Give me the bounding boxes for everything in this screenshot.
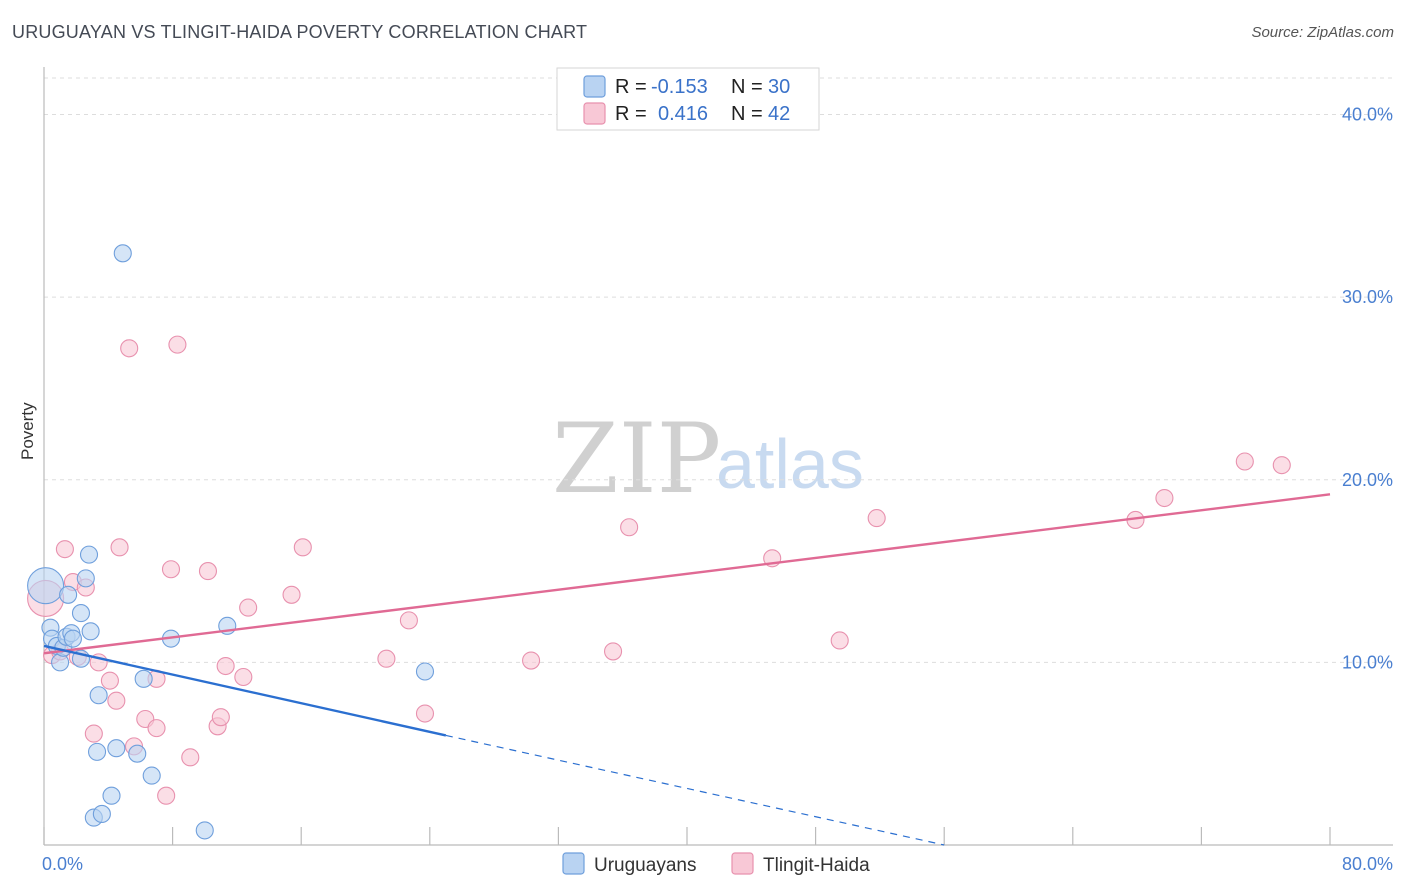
uruguayan-point-10 [71,604,91,623]
legend-swatch-uruguayans [583,75,606,98]
chart-title: URUGUAYAN VS TLINGIT-HAIDA POVERTY CORRE… [12,22,588,42]
tlingit-haida-point-10 [107,691,126,710]
x-tick-label-min: 0.0% [42,854,83,874]
y-tick-labels: 10.0% 20.0% 30.0% 40.0% [1342,105,1393,673]
tlingit-haida-point-28 [293,538,312,557]
uruguayan-trend-extension [445,734,945,846]
tlingit-haida-point-7 [84,724,103,743]
tlingit-haida-points [27,335,1291,805]
y-tick-label-40: 40.0% [1342,105,1393,125]
tlingit-haida-point-11 [110,538,129,557]
y-tick-label-30: 30.0% [1342,287,1393,307]
series-legend-swatch-uruguayans [562,852,585,875]
series-legend-uruguayans: Uruguayans [594,855,696,876]
legend-swatch-tlingit-haida [583,102,606,125]
uruguayan-point-7 [59,585,78,604]
uruguayan-point-21 [113,244,132,263]
tlingit-haida-point-27 [282,585,301,604]
trend-lines [43,493,1331,846]
tlingit-haida-point-18 [161,560,181,579]
tlingit-haida-point-23 [211,708,230,727]
tlingit-haida-point-12 [120,339,139,358]
uruguayan-point-28 [415,662,435,681]
legend-r-label-1: R = [615,76,647,98]
uruguayan-point-17 [89,686,108,705]
tlingit-haida-point-36 [830,631,849,650]
y-tick-label-20: 20.0% [1342,470,1393,490]
uruguayan-point-26 [195,821,214,840]
uruguayan-point-13 [79,545,99,564]
uruguayan-trend-line [43,644,447,737]
uruguayan-point-19 [102,786,121,805]
tlingit-haida-point-31 [415,704,435,723]
series-legend-tlingit-haida: Tlingit-Haida [763,855,870,876]
tlingit-haida-point-40 [1235,452,1254,471]
series-legend: Uruguayans Tlingit-Haida [562,852,870,876]
tlingit-haida-point-15 [147,719,166,738]
tlingit-haida-point-19 [168,335,187,354]
tlingit-haida-trend-line [43,493,1331,655]
tlingit-haida-point-41 [1272,456,1291,475]
tlingit-haida-point-30 [399,611,418,630]
legend-r-value-1: -0.153 [651,76,708,98]
series-legend-swatch-tlingit-haida [731,852,754,875]
watermark-zip: ZIP [552,403,721,515]
uruguayan-point-12 [76,569,95,588]
uruguayan-point-18 [92,804,111,824]
axes [43,67,1393,846]
watermark: ZIP atlas [552,403,864,515]
uruguayan-point-20 [107,739,126,758]
tlingit-haida-point-20 [181,748,200,767]
tlingit-haida-point-24 [216,656,235,676]
uruguayan-point-22 [128,744,147,763]
tlingit-haida-point-29 [377,649,396,668]
uruguayan-point-0 [27,567,65,605]
y-tick-label-10: 10.0% [1342,652,1393,672]
legend-n-value-1: 30 [768,76,790,98]
uruguayan-point-9 [63,629,82,648]
legend-n-label-1: N = [731,76,763,98]
tlingit-haida-point-9 [100,671,119,690]
uruguayan-point-4 [51,653,70,672]
tlingit-haida-point-3 [55,540,74,559]
legend-r-label-2: R = [615,103,647,125]
tlingit-haida-point-37 [867,509,886,528]
legend-r-value-2: 0.416 [658,103,708,125]
legend-n-label-2: N = [731,103,763,125]
tlingit-haida-point-26 [239,598,258,617]
tlingit-haida-point-34 [620,518,639,537]
gridlines [44,77,1393,663]
x-tick-label-max: 80.0% [1342,854,1393,874]
uruguayan-point-16 [87,742,107,761]
tlingit-haida-point-32 [522,651,541,670]
tlingit-haida-point-25 [234,667,253,687]
uruguayan-point-14 [81,622,100,641]
uruguayan-point-23 [134,669,153,688]
tlingit-haida-point-17 [157,786,176,805]
stats-legend: R = -0.153 N = 30 R = 0.416 N = 42 [556,67,820,131]
uruguayan-points [27,244,435,840]
uruguayan-point-24 [142,766,161,785]
source-label: Source: ZipAtlas.com [1251,24,1394,41]
tlingit-haida-point-39 [1155,488,1174,508]
watermark-atlas: atlas [716,425,864,503]
tlingit-haida-point-33 [604,642,623,661]
legend-n-value-2: 42 [768,103,790,125]
tlingit-haida-point-21 [198,562,218,581]
